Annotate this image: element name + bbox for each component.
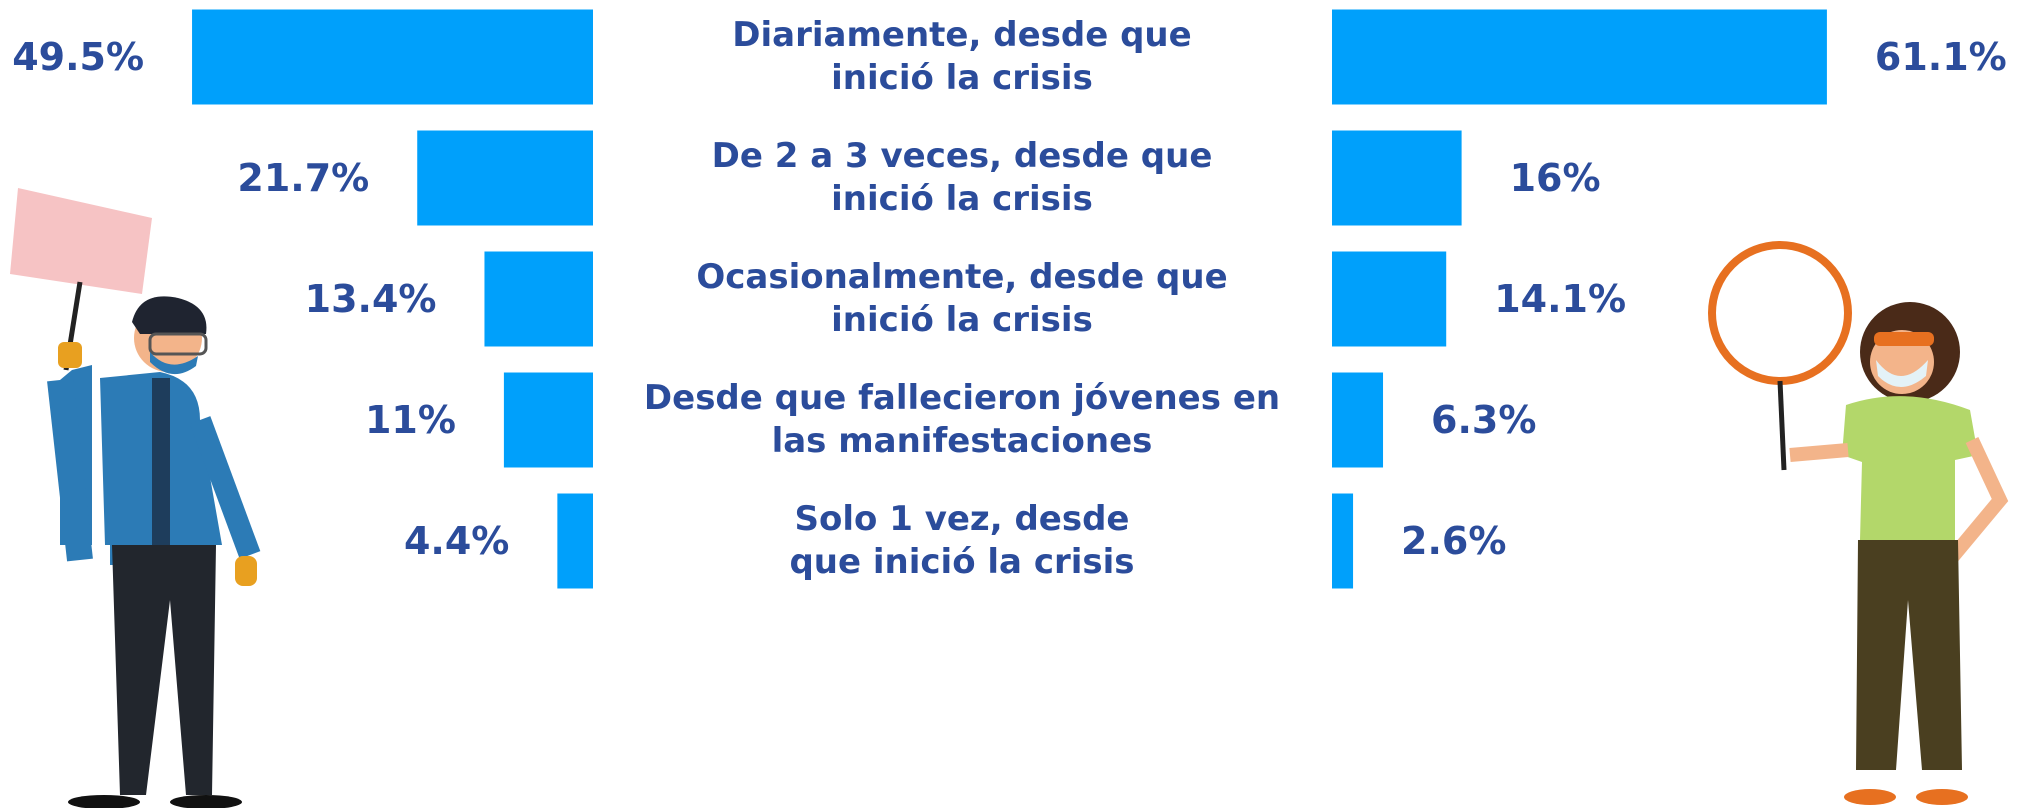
value-label: 13.4% [304,277,437,321]
category-label: Ocasionalmente, desde que inició la cris… [696,257,1228,340]
category-label: Diariamente, desde que inició la crisis [732,15,1192,98]
illustration-woman [1708,241,2009,805]
bar [1332,493,1354,589]
bar [417,130,593,226]
value-label: 16% [1509,156,1601,200]
bar [1332,251,1447,347]
illustration-man [10,188,261,808]
value-label: 21.7% [237,156,370,200]
bar [1332,372,1384,468]
value-label: 49.5% [12,35,145,79]
bar [557,493,593,589]
category-label: Solo 1 vez, desde que inició la crisis [789,499,1135,582]
value-label: 14.1% [1494,277,1627,321]
value-label: 6.3% [1431,398,1537,442]
value-label: 11% [364,398,456,442]
bar [1332,9,1827,105]
bar [1332,130,1462,226]
category-label: De 2 a 3 veces, desde que inició la cris… [711,136,1213,219]
bar [484,251,593,347]
bar [192,9,594,105]
bar [503,372,593,468]
value-label: 2.6% [1401,519,1507,563]
category-label: Desde que fallecieron jóvenes en las man… [643,378,1281,461]
value-label: 61.1% [1874,35,2007,79]
value-label: 4.4% [403,519,510,563]
